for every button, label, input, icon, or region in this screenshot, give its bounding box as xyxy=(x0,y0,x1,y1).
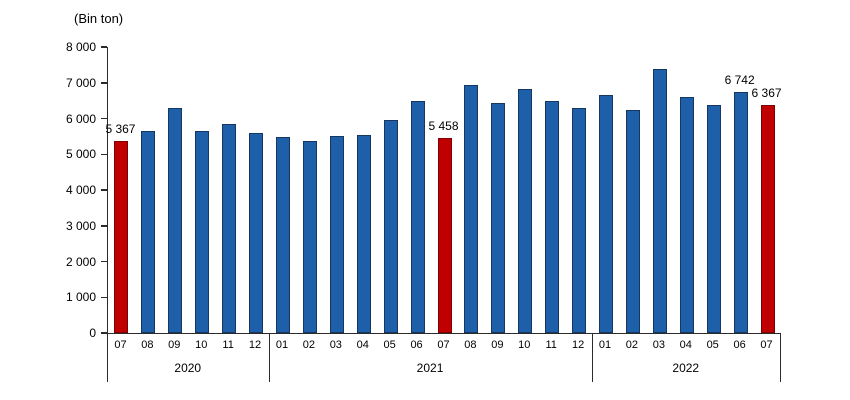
x-axis-month-label: 07 xyxy=(114,339,127,351)
x-axis-month-label: 12 xyxy=(248,339,262,351)
y-axis-tick-label: 6 000 xyxy=(65,111,96,126)
bar-04 xyxy=(356,134,371,333)
x-axis-month-label: 11 xyxy=(545,339,557,351)
bar-12 xyxy=(249,132,264,333)
y-axis-tick-label: 7 000 xyxy=(65,75,96,90)
x-axis-month-label: 01 xyxy=(598,339,612,351)
bar-value-label: 6 367 xyxy=(751,86,782,101)
bar-09 xyxy=(491,103,506,333)
bar-11 xyxy=(222,123,237,333)
bar-08 xyxy=(464,84,479,333)
bar-01 xyxy=(275,137,290,333)
bar-07 xyxy=(437,137,452,333)
y-axis-tick-mark xyxy=(101,82,107,84)
x-axis-year-label: 2020 xyxy=(174,361,202,375)
x-axis-month-label: 02 xyxy=(625,339,639,351)
bar-03 xyxy=(652,68,667,333)
plot-area xyxy=(107,47,781,334)
bar-05 xyxy=(383,120,398,333)
bar-06 xyxy=(410,100,425,333)
x-axis-month-label: 07 xyxy=(760,339,773,351)
y-axis-tick-mark xyxy=(101,296,107,298)
year-group-separator xyxy=(107,334,108,382)
y-axis-tick-label: 0 xyxy=(89,326,96,340)
bar-01 xyxy=(599,94,614,333)
y-axis-tick-mark xyxy=(101,189,107,191)
x-axis-month-label: 10 xyxy=(518,339,531,351)
year-group-separator xyxy=(268,334,270,382)
bar-12 xyxy=(572,107,587,333)
y-axis-tick-mark xyxy=(101,153,107,155)
y-axis-tick-label: 5 000 xyxy=(65,147,96,162)
unit-label: (Bin ton) xyxy=(74,11,124,26)
y-axis-tick-mark xyxy=(101,117,107,120)
x-axis-month-label: 05 xyxy=(383,339,396,351)
x-axis-month-label: 03 xyxy=(329,339,342,351)
x-axis-month-label: 09 xyxy=(168,339,181,351)
bar-value-label: 6 742 xyxy=(724,72,755,87)
bar-05 xyxy=(706,104,721,333)
bar-08 xyxy=(141,131,156,333)
x-axis-month-label: 01 xyxy=(275,339,289,351)
x-axis-month-label: 07 xyxy=(437,339,450,351)
bar-value-label: 5 458 xyxy=(428,118,459,133)
x-axis-month-label: 03 xyxy=(652,339,665,351)
x-axis-month-label: 06 xyxy=(733,339,746,351)
year-group-separator xyxy=(591,334,593,382)
bar-04 xyxy=(679,97,694,333)
y-axis-tick-label: 3 000 xyxy=(65,218,96,233)
x-axis-month-label: 08 xyxy=(141,339,154,351)
bar-03 xyxy=(329,136,344,333)
bar-10 xyxy=(195,131,210,333)
y-axis-tick-mark xyxy=(101,225,107,227)
y-axis-tick-mark xyxy=(101,260,107,263)
bar-07 xyxy=(114,141,129,333)
x-axis-month-label: 10 xyxy=(195,339,208,351)
bar-02 xyxy=(302,141,317,333)
y-axis-tick-mark xyxy=(101,46,107,48)
y-axis-tick-label: 1 000 xyxy=(65,290,96,305)
x-axis-year-label: 2021 xyxy=(416,361,444,375)
y-axis-tick-mark xyxy=(101,332,107,334)
x-axis-month-label: 06 xyxy=(410,339,423,351)
x-axis-month-label: 08 xyxy=(464,339,477,351)
x-axis-month-label: 02 xyxy=(302,339,316,351)
y-axis-tick-label: 2 000 xyxy=(65,254,96,269)
x-axis-month-label: 04 xyxy=(356,339,369,351)
y-axis-tick-label: 4 000 xyxy=(65,183,96,197)
x-axis-month-label: 04 xyxy=(679,339,692,351)
bar-06 xyxy=(733,91,748,333)
x-axis-month-label: 12 xyxy=(571,339,585,351)
x-axis-month-label: 11 xyxy=(222,339,234,351)
x-axis-month-label: 09 xyxy=(491,339,504,351)
bar-07 xyxy=(760,105,775,333)
bar-11 xyxy=(545,101,560,333)
bar-10 xyxy=(518,88,533,333)
bar-value-label: 5 367 xyxy=(105,122,136,137)
x-axis-year-label: 2022 xyxy=(672,361,700,375)
x-axis-month-label: 05 xyxy=(706,339,719,351)
year-group-separator xyxy=(780,334,781,382)
bar-09 xyxy=(168,107,183,333)
bar-02 xyxy=(625,110,640,333)
y-axis-tick-label: 8 000 xyxy=(65,40,96,54)
